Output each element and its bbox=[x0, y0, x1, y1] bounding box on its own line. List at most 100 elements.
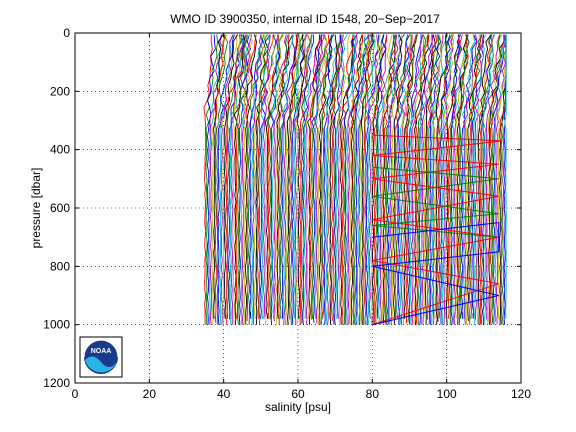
salinity-profile-line bbox=[276, 34, 294, 319]
y-axis-title: pressure [dbar] bbox=[29, 168, 43, 249]
salinity-profile-line bbox=[356, 34, 367, 325]
salinity-profile-line bbox=[282, 34, 294, 325]
x-axis: 0 20 40 60 80 100 120 bbox=[72, 33, 531, 401]
salinity-profile-line bbox=[332, 34, 341, 325]
salinity-profile-line bbox=[244, 34, 257, 325]
salinity-profile-line bbox=[323, 34, 333, 325]
x-tick-label: 40 bbox=[217, 387, 231, 401]
salinity-profile-line bbox=[260, 34, 271, 319]
x-tick-label: 100 bbox=[437, 387, 457, 401]
salinity-profile-line bbox=[370, 34, 381, 325]
salinity-profile-line bbox=[258, 34, 268, 325]
salinity-profile-line bbox=[228, 34, 244, 320]
salinity-profile-line bbox=[296, 34, 306, 319]
zigzag-lines bbox=[372, 134, 503, 326]
salinity-profile-line bbox=[235, 34, 248, 319]
salinity-profile-line bbox=[294, 34, 306, 324]
salinity-profile-line bbox=[406, 34, 419, 323]
salinity-profile-line bbox=[286, 34, 298, 325]
salinity-profile-line bbox=[424, 34, 436, 325]
salinity-profile-line bbox=[355, 34, 370, 325]
salinity-profile-line bbox=[436, 34, 453, 323]
salinity-profile-line bbox=[402, 34, 412, 325]
salinity-profile-line bbox=[273, 34, 288, 322]
salinity-profile-line bbox=[490, 34, 502, 324]
y-tick-label: 1200 bbox=[43, 376, 70, 390]
salinity-profile-line bbox=[288, 34, 298, 320]
salinity-profile-line bbox=[373, 34, 388, 325]
salinity-profile-line bbox=[337, 34, 345, 319]
salinity-profile-line bbox=[223, 34, 239, 319]
salinity-profile-line bbox=[479, 34, 495, 325]
noaa-logo-ring bbox=[83, 339, 119, 358]
noaa-logo-wave bbox=[85, 356, 117, 373]
salinity-profile-line bbox=[411, 34, 424, 325]
salinity-profile-line bbox=[438, 34, 453, 319]
salinity-profile-line bbox=[435, 34, 449, 325]
salinity-profile-line bbox=[219, 34, 234, 325]
salinity-profile-line bbox=[311, 34, 323, 323]
salinity-profile-line bbox=[252, 34, 264, 325]
salinity-profile-line bbox=[414, 34, 429, 325]
salinity-profile-line bbox=[364, 34, 375, 325]
salinity-profile-line bbox=[290, 34, 305, 325]
x-tick-label: 80 bbox=[366, 387, 380, 401]
salinity-profile-line bbox=[346, 34, 357, 325]
salinity-profile-line bbox=[470, 34, 483, 319]
x-axis-title: salinity [psu] bbox=[265, 400, 331, 414]
salinity-profile-line bbox=[453, 34, 463, 325]
x-tick-label: 20 bbox=[143, 387, 157, 401]
salinity-profile-line bbox=[429, 34, 442, 325]
salinity-profile-line bbox=[238, 34, 252, 325]
salinity-profile-line bbox=[311, 34, 328, 319]
salinity-profile-line bbox=[450, 34, 462, 325]
salinity-profile-line bbox=[279, 34, 289, 319]
salinity-profile-line bbox=[263, 34, 271, 319]
x-tick-label: 0 bbox=[72, 387, 79, 401]
salinity-profile-line bbox=[396, 34, 409, 319]
salinity-profile-line bbox=[267, 34, 284, 320]
salinity-profile-line bbox=[368, 34, 379, 319]
salinity-profile-line bbox=[353, 34, 369, 325]
salinity-profile-line bbox=[314, 34, 333, 319]
salinity-profile-line bbox=[271, 34, 279, 319]
salinity-profile-line bbox=[320, 34, 330, 325]
salinity-profile-line bbox=[299, 34, 311, 325]
salinity-profile-line bbox=[387, 34, 401, 325]
salinity-profile-line bbox=[216, 34, 228, 325]
salinity-profile-line bbox=[403, 34, 418, 319]
salinity-profile-line bbox=[441, 34, 454, 325]
salinity-profile-line bbox=[504, 34, 507, 319]
salinity-profile-line bbox=[449, 34, 462, 325]
salinity-profile-line bbox=[205, 34, 219, 325]
salinity-profile-line bbox=[293, 34, 301, 319]
y-tick-label: 600 bbox=[50, 201, 70, 215]
y-tick-label: 800 bbox=[50, 259, 70, 273]
salinity-profile-line bbox=[458, 34, 469, 325]
salinity-profile-line bbox=[451, 34, 470, 325]
salinity-profile-line bbox=[405, 34, 417, 324]
salinity-profile-line bbox=[376, 34, 387, 319]
salinity-profile-line bbox=[428, 34, 439, 325]
salinity-profile-line bbox=[233, 34, 246, 325]
salinity-profile-line bbox=[414, 34, 430, 325]
salinity-profile-line bbox=[458, 34, 470, 319]
noaa-logo: NOAA bbox=[79, 336, 123, 378]
salinity-profile-line bbox=[377, 34, 395, 325]
salinity-profile-line bbox=[426, 34, 438, 320]
salinity-profile-line bbox=[321, 34, 335, 319]
salinity-profile-line bbox=[351, 34, 363, 325]
y-tick-label: 400 bbox=[50, 143, 70, 157]
noaa-logo-text: NOAA bbox=[91, 348, 112, 355]
salinity-profile-line bbox=[275, 34, 284, 325]
salinity-profile-line bbox=[219, 34, 235, 325]
salinity-profile-line bbox=[331, 34, 342, 322]
y-tick-label: 1000 bbox=[43, 318, 70, 332]
y-tick-label: 200 bbox=[50, 84, 70, 98]
y-tick-label: 0 bbox=[63, 26, 70, 40]
salinity-profile-line bbox=[477, 34, 492, 325]
zigzag-profile-line bbox=[372, 134, 503, 326]
salinity-profile-line bbox=[468, 34, 483, 325]
salinity-profile-line bbox=[203, 34, 213, 325]
salinity-profile-line bbox=[343, 34, 358, 325]
